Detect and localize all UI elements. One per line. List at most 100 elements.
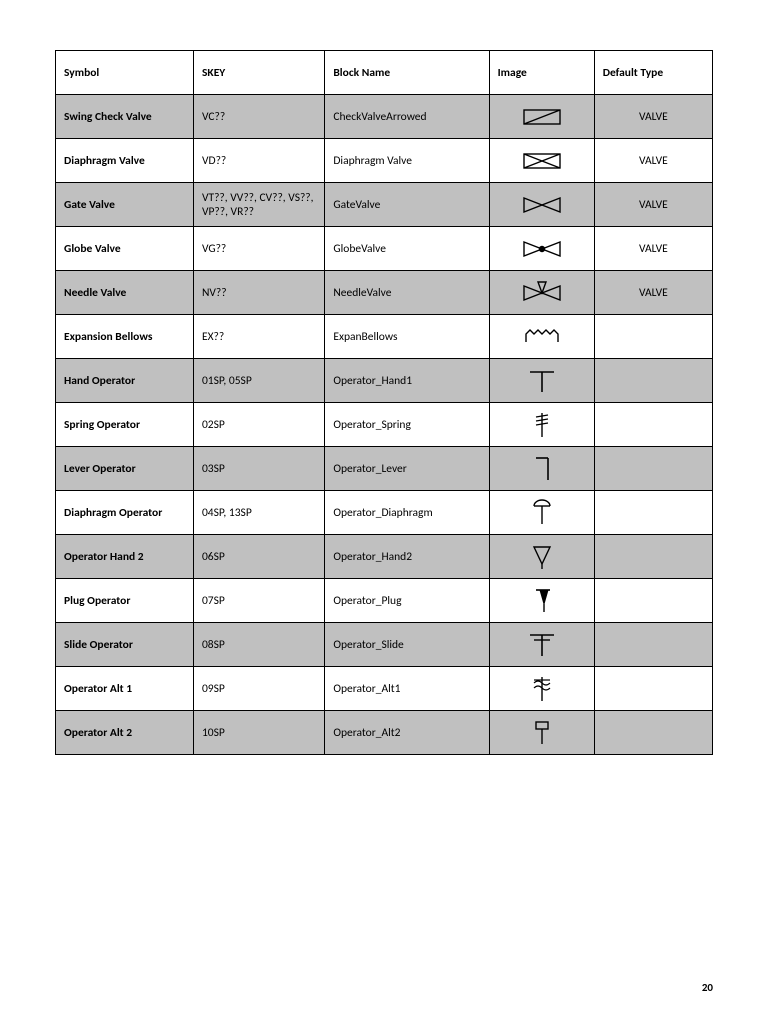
cell-skey: VT??, VV??, CV??, VS??, VP??, VR?? [193, 183, 324, 227]
cell-image [489, 227, 594, 271]
cell-symbol: Spring Operator [56, 403, 194, 447]
cell-skey: 02SP [193, 403, 324, 447]
diaphragm-valve-icon [520, 146, 564, 176]
needle-valve-icon [520, 278, 564, 308]
cell-skey: 06SP [193, 535, 324, 579]
col-header-block-name: Block Name [325, 51, 489, 95]
cell-block-name: Operator_Hand1 [325, 359, 489, 403]
cell-symbol: Gate Valve [56, 183, 194, 227]
cell-skey: NV?? [193, 271, 324, 315]
cell-default-type [594, 447, 712, 491]
table-row: Diaphragm Operator04SP, 13SPOperator_Dia… [56, 491, 713, 535]
cell-default-type: VALVE [594, 183, 712, 227]
op-hand2-icon [520, 542, 564, 572]
cell-block-name: Operator_Diaphragm [325, 491, 489, 535]
cell-block-name: Operator_Alt1 [325, 667, 489, 711]
cell-skey: VG?? [193, 227, 324, 271]
cell-default-type [594, 667, 712, 711]
cell-symbol: Globe Valve [56, 227, 194, 271]
cell-block-name: Operator_Slide [325, 623, 489, 667]
cell-default-type: VALVE [594, 227, 712, 271]
cell-image [489, 535, 594, 579]
cell-image [489, 579, 594, 623]
cell-image [489, 491, 594, 535]
table-row: Gate ValveVT??, VV??, CV??, VS??, VP??, … [56, 183, 713, 227]
cell-symbol: Swing Check Valve [56, 95, 194, 139]
cell-symbol: Operator Alt 2 [56, 711, 194, 755]
op-spring-icon [520, 410, 564, 440]
table-row: Swing Check ValveVC??CheckValveArrowedVA… [56, 95, 713, 139]
symbols-table: Symbol SKEY Block Name Image Default Typ… [55, 50, 713, 755]
cell-image [489, 623, 594, 667]
table-row: Plug Operator07SPOperator_Plug [56, 579, 713, 623]
op-plug-icon [520, 586, 564, 616]
cell-image [489, 315, 594, 359]
op-lever-icon [520, 454, 564, 484]
cell-block-name: CheckValveArrowed [325, 95, 489, 139]
cell-image [489, 403, 594, 447]
cell-block-name: GateValve [325, 183, 489, 227]
cell-block-name: Operator_Alt2 [325, 711, 489, 755]
cell-image [489, 711, 594, 755]
globe-valve-icon [520, 234, 564, 264]
cell-default-type [594, 491, 712, 535]
cell-image [489, 359, 594, 403]
cell-skey: VC?? [193, 95, 324, 139]
cell-default-type [594, 315, 712, 359]
cell-image [489, 447, 594, 491]
cell-block-name: Diaphragm Valve [325, 139, 489, 183]
table-row: Needle ValveNV??NeedleValve VALVE [56, 271, 713, 315]
table-row: Hand Operator01SP, 05SPOperator_Hand1 [56, 359, 713, 403]
cell-symbol: Operator Hand 2 [56, 535, 194, 579]
cell-block-name: Operator_Plug [325, 579, 489, 623]
cell-block-name: NeedleValve [325, 271, 489, 315]
cell-skey: 04SP, 13SP [193, 491, 324, 535]
page-number: 20 [702, 981, 713, 994]
cell-symbol: Diaphragm Valve [56, 139, 194, 183]
swing-check-icon [520, 102, 564, 132]
cell-image [489, 139, 594, 183]
op-alt1-icon [520, 674, 564, 704]
table-header-row: Symbol SKEY Block Name Image Default Typ… [56, 51, 713, 95]
cell-skey: 08SP [193, 623, 324, 667]
op-slide-icon [520, 630, 564, 660]
table-row: Slide Operator08SPOperator_Slide [56, 623, 713, 667]
cell-image [489, 183, 594, 227]
cell-skey: VD?? [193, 139, 324, 183]
col-header-image: Image [489, 51, 594, 95]
cell-default-type: VALVE [594, 139, 712, 183]
cell-block-name: ExpanBellows [325, 315, 489, 359]
cell-symbol: Plug Operator [56, 579, 194, 623]
cell-default-type: VALVE [594, 271, 712, 315]
cell-default-type [594, 623, 712, 667]
cell-skey: 01SP, 05SP [193, 359, 324, 403]
cell-skey: EX?? [193, 315, 324, 359]
cell-image [489, 95, 594, 139]
col-header-symbol: Symbol [56, 51, 194, 95]
document-page: Symbol SKEY Block Name Image Default Typ… [0, 0, 768, 1024]
cell-default-type [594, 711, 712, 755]
cell-image [489, 667, 594, 711]
expan-bellows-icon [520, 322, 564, 352]
col-header-default-type: Default Type [594, 51, 712, 95]
cell-skey: 07SP [193, 579, 324, 623]
table-row: Operator Hand 206SPOperator_Hand2 [56, 535, 713, 579]
op-hand1-icon [520, 366, 564, 396]
cell-symbol: Lever Operator [56, 447, 194, 491]
table-row: Lever Operator03SPOperator_Lever [56, 447, 713, 491]
table-row: Operator Alt 109SPOperator_Alt1 [56, 667, 713, 711]
cell-block-name: Operator_Spring [325, 403, 489, 447]
cell-symbol: Needle Valve [56, 271, 194, 315]
cell-image [489, 271, 594, 315]
cell-symbol: Slide Operator [56, 623, 194, 667]
table-row: Diaphragm ValveVD??Diaphragm Valve VALVE [56, 139, 713, 183]
table-row: Globe ValveVG??GlobeValve VALVE [56, 227, 713, 271]
cell-default-type [594, 359, 712, 403]
op-alt2-icon [520, 718, 564, 748]
cell-block-name: GlobeValve [325, 227, 489, 271]
col-header-skey: SKEY [193, 51, 324, 95]
cell-symbol: Operator Alt 1 [56, 667, 194, 711]
cell-default-type [594, 535, 712, 579]
cell-skey: 09SP [193, 667, 324, 711]
cell-symbol: Diaphragm Operator [56, 491, 194, 535]
